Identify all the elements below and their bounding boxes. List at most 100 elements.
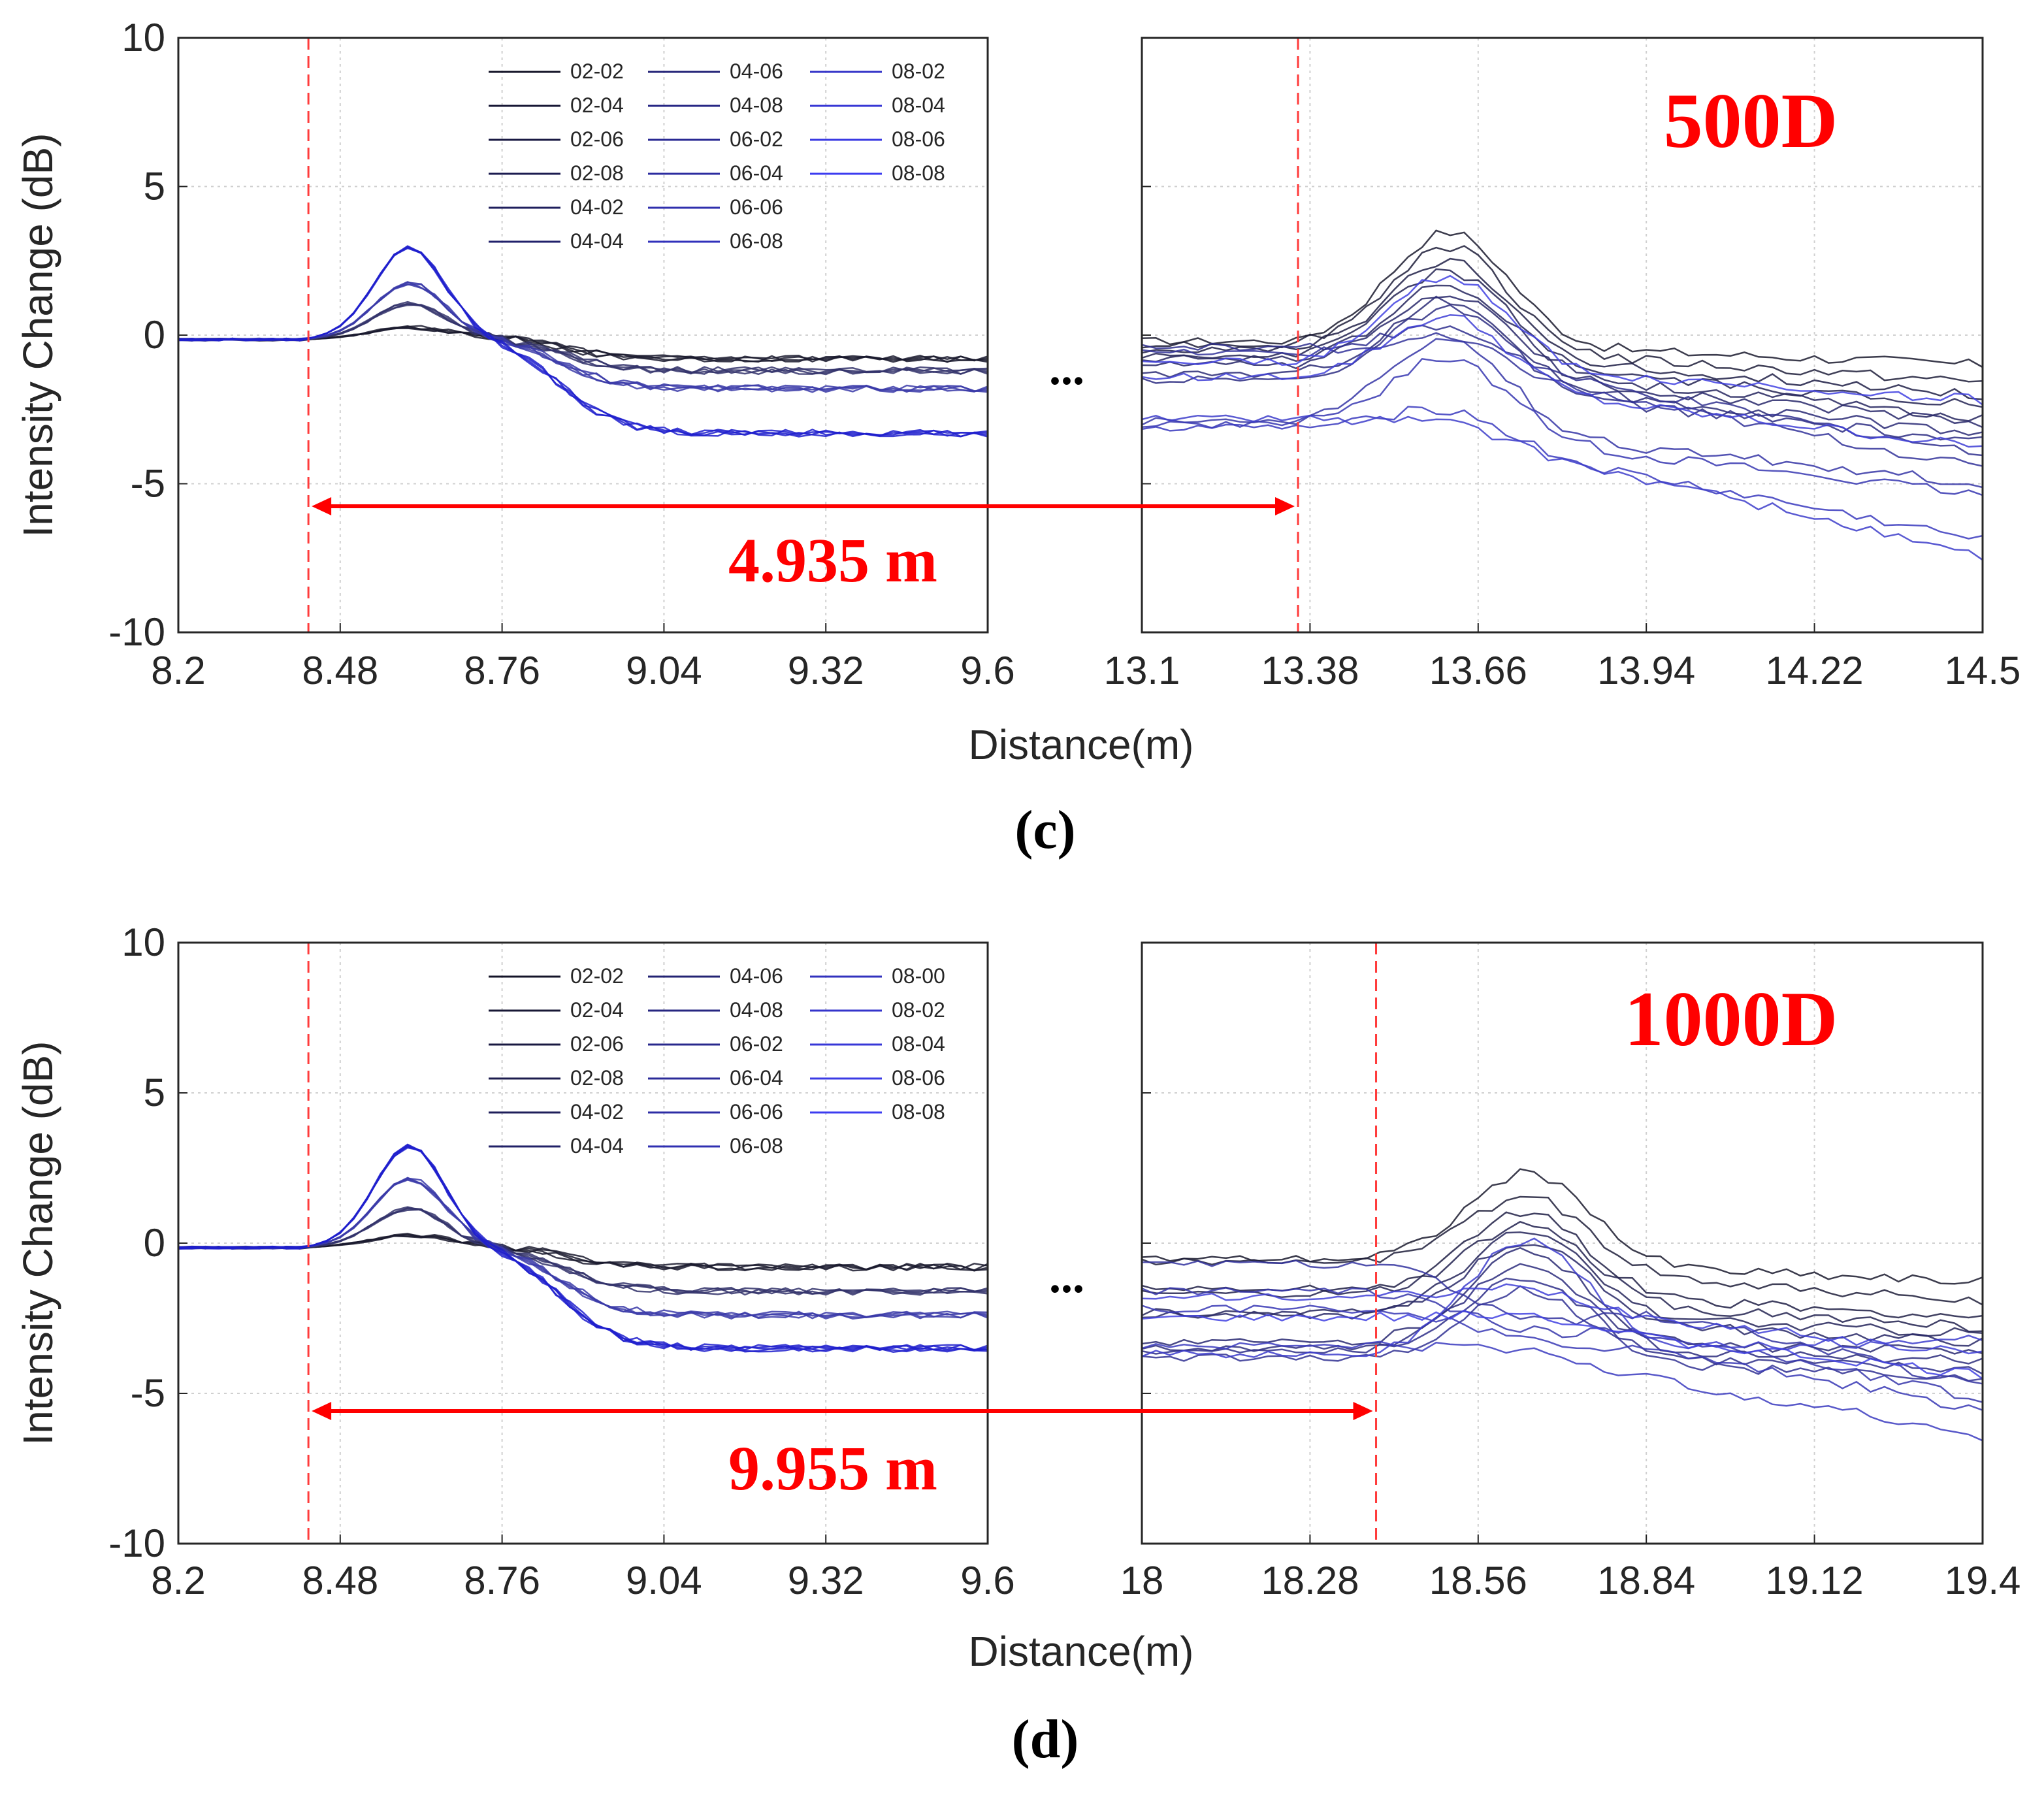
legend-entry: 06-06 (730, 195, 783, 219)
legend-entry: 02-02 (570, 964, 624, 988)
legend-entry: 02-02 (570, 59, 624, 83)
y-tick-label: 10 (122, 16, 165, 59)
x-tick-label: 8.2 (151, 1559, 205, 1602)
y-tick-label: -5 (131, 462, 165, 506)
axes-left-0: 8.2 8.48 8.76 9.04 9.32 9.6 (151, 37, 1015, 692)
legend-entry: 02-04 (570, 998, 624, 1022)
series-line (1142, 332, 1983, 467)
legend-entry: 06-04 (730, 161, 783, 185)
x-tick-label: 14.5 (1945, 649, 2021, 692)
x-tick-label: 8.48 (302, 1559, 378, 1602)
legend-entry: 08-04 (892, 93, 945, 117)
series-line (1142, 1283, 1983, 1355)
series-line (178, 1144, 988, 1353)
series-line (1142, 1168, 1983, 1285)
series-line (178, 1206, 988, 1296)
chart-panel-1: 8.2 8.48 8.76 9.04 9.32 9.6 18 18.28 18.56 18.84 1… (14, 920, 2020, 1770)
y-tick-label: 0 (144, 1221, 165, 1265)
x-tick-label: 18.56 (1429, 1559, 1527, 1602)
legend-entry: 04-08 (730, 998, 783, 1022)
series-line (1142, 357, 1983, 496)
y-tick-label: 0 (144, 313, 165, 357)
axes-right-1: 18 18.28 18.56 18.84 19.12 19.4 (1120, 941, 2021, 1602)
legend-entry: 04-06 (730, 964, 783, 988)
legend-entry: 08-02 (892, 59, 945, 83)
series-line (1142, 1305, 1983, 1411)
series-line (1142, 229, 1983, 368)
legend-entry: 08-02 (892, 998, 945, 1022)
legend-entry: 08-08 (892, 1100, 945, 1124)
series-line (1142, 257, 1983, 400)
panel-label: (d) (1012, 1709, 1079, 1770)
series-line (178, 247, 988, 438)
series-line (178, 1143, 988, 1353)
series-line (1142, 1220, 1983, 1333)
series-line (1142, 295, 1983, 429)
y-tick-label: -5 (131, 1371, 165, 1415)
axis-break-symbol: ... (1049, 1250, 1084, 1303)
series-line (178, 1235, 988, 1272)
legend-entry: 02-06 (570, 127, 624, 151)
series-line (178, 246, 988, 438)
legend-entry: 04-06 (730, 59, 783, 83)
x-tick-label: 14.22 (1766, 649, 1864, 692)
series-line (178, 1207, 988, 1296)
x-tick-label: 8.76 (464, 649, 540, 692)
legend-entry: 02-08 (570, 161, 624, 185)
legend-entry: 02-08 (570, 1066, 624, 1090)
series-group-right (1142, 1168, 1983, 1442)
legend-entry: 02-04 (570, 93, 624, 117)
sample-label: 1000D (1625, 975, 1838, 1062)
legend-entry: 06-02 (730, 127, 783, 151)
x-tick-label: 8.48 (302, 649, 378, 692)
series-line (1142, 1231, 1983, 1337)
y-axis-label: Intensity Change (dB) (14, 1041, 61, 1446)
panel-label: (c) (1014, 800, 1075, 860)
axes-right-0: 13.1 13.38 13.66 13.94 14.22 14.5 (1104, 37, 2021, 692)
y-tick-label: 5 (144, 1071, 165, 1114)
x-tick-label: 18.28 (1261, 1559, 1359, 1602)
x-tick-label: 9.04 (626, 1559, 702, 1602)
x-tick-label: 9.6 (960, 649, 1014, 692)
y-tick-label: -10 (108, 1521, 165, 1565)
legend: 02-02 02-04 02-06 02-08 04-02 04-04 04-06 04-08… (489, 59, 945, 253)
distance-arrow-head-right (1275, 497, 1295, 515)
series-line (178, 1234, 988, 1272)
legend-entry: 06-02 (730, 1032, 783, 1056)
axis-break-symbol: ... (1049, 342, 1084, 395)
x-tick-label: 13.1 (1104, 649, 1180, 692)
legend-entry: 06-06 (730, 1100, 783, 1124)
legend-entry: 08-08 (892, 161, 945, 185)
x-tick-label: 13.94 (1597, 649, 1695, 692)
series-line (1142, 1277, 1983, 1375)
legend-entry: 08-06 (892, 127, 945, 151)
legend: 02-02 02-04 02-06 02-08 04-02 04-04 04-06 04-08… (489, 964, 945, 1158)
series-line (1142, 406, 1983, 540)
legend-entry: 04-04 (570, 229, 624, 253)
series-line (178, 325, 988, 363)
series-line (1142, 245, 1983, 383)
legend-entry: 08-06 (892, 1066, 945, 1090)
distance-label: 4.935 m (728, 525, 937, 595)
legend-entry: 04-02 (570, 195, 624, 219)
legend-entry: 06-08 (730, 229, 783, 253)
x-tick-label: 8.2 (151, 649, 205, 692)
legend-entry: 08-04 (892, 1032, 945, 1056)
legend-entry: 04-08 (730, 93, 783, 117)
series-line (1142, 338, 1983, 489)
series-line (1142, 1309, 1983, 1380)
series-line (1142, 314, 1983, 448)
y-tick-label: 10 (122, 920, 165, 964)
x-tick-label: 19.4 (1945, 1559, 2021, 1602)
y-tick-label: 5 (144, 165, 165, 208)
distance-arrow-head-left (312, 1402, 332, 1420)
series-line (178, 1146, 988, 1353)
x-tick-label: 13.38 (1261, 649, 1359, 692)
series-line (1142, 1211, 1983, 1319)
x-tick-label: 9.6 (960, 1559, 1014, 1602)
series-line (1142, 1237, 1983, 1359)
series-line (1142, 274, 1983, 406)
distance-label: 9.955 m (728, 1433, 937, 1503)
series-line (178, 246, 988, 438)
